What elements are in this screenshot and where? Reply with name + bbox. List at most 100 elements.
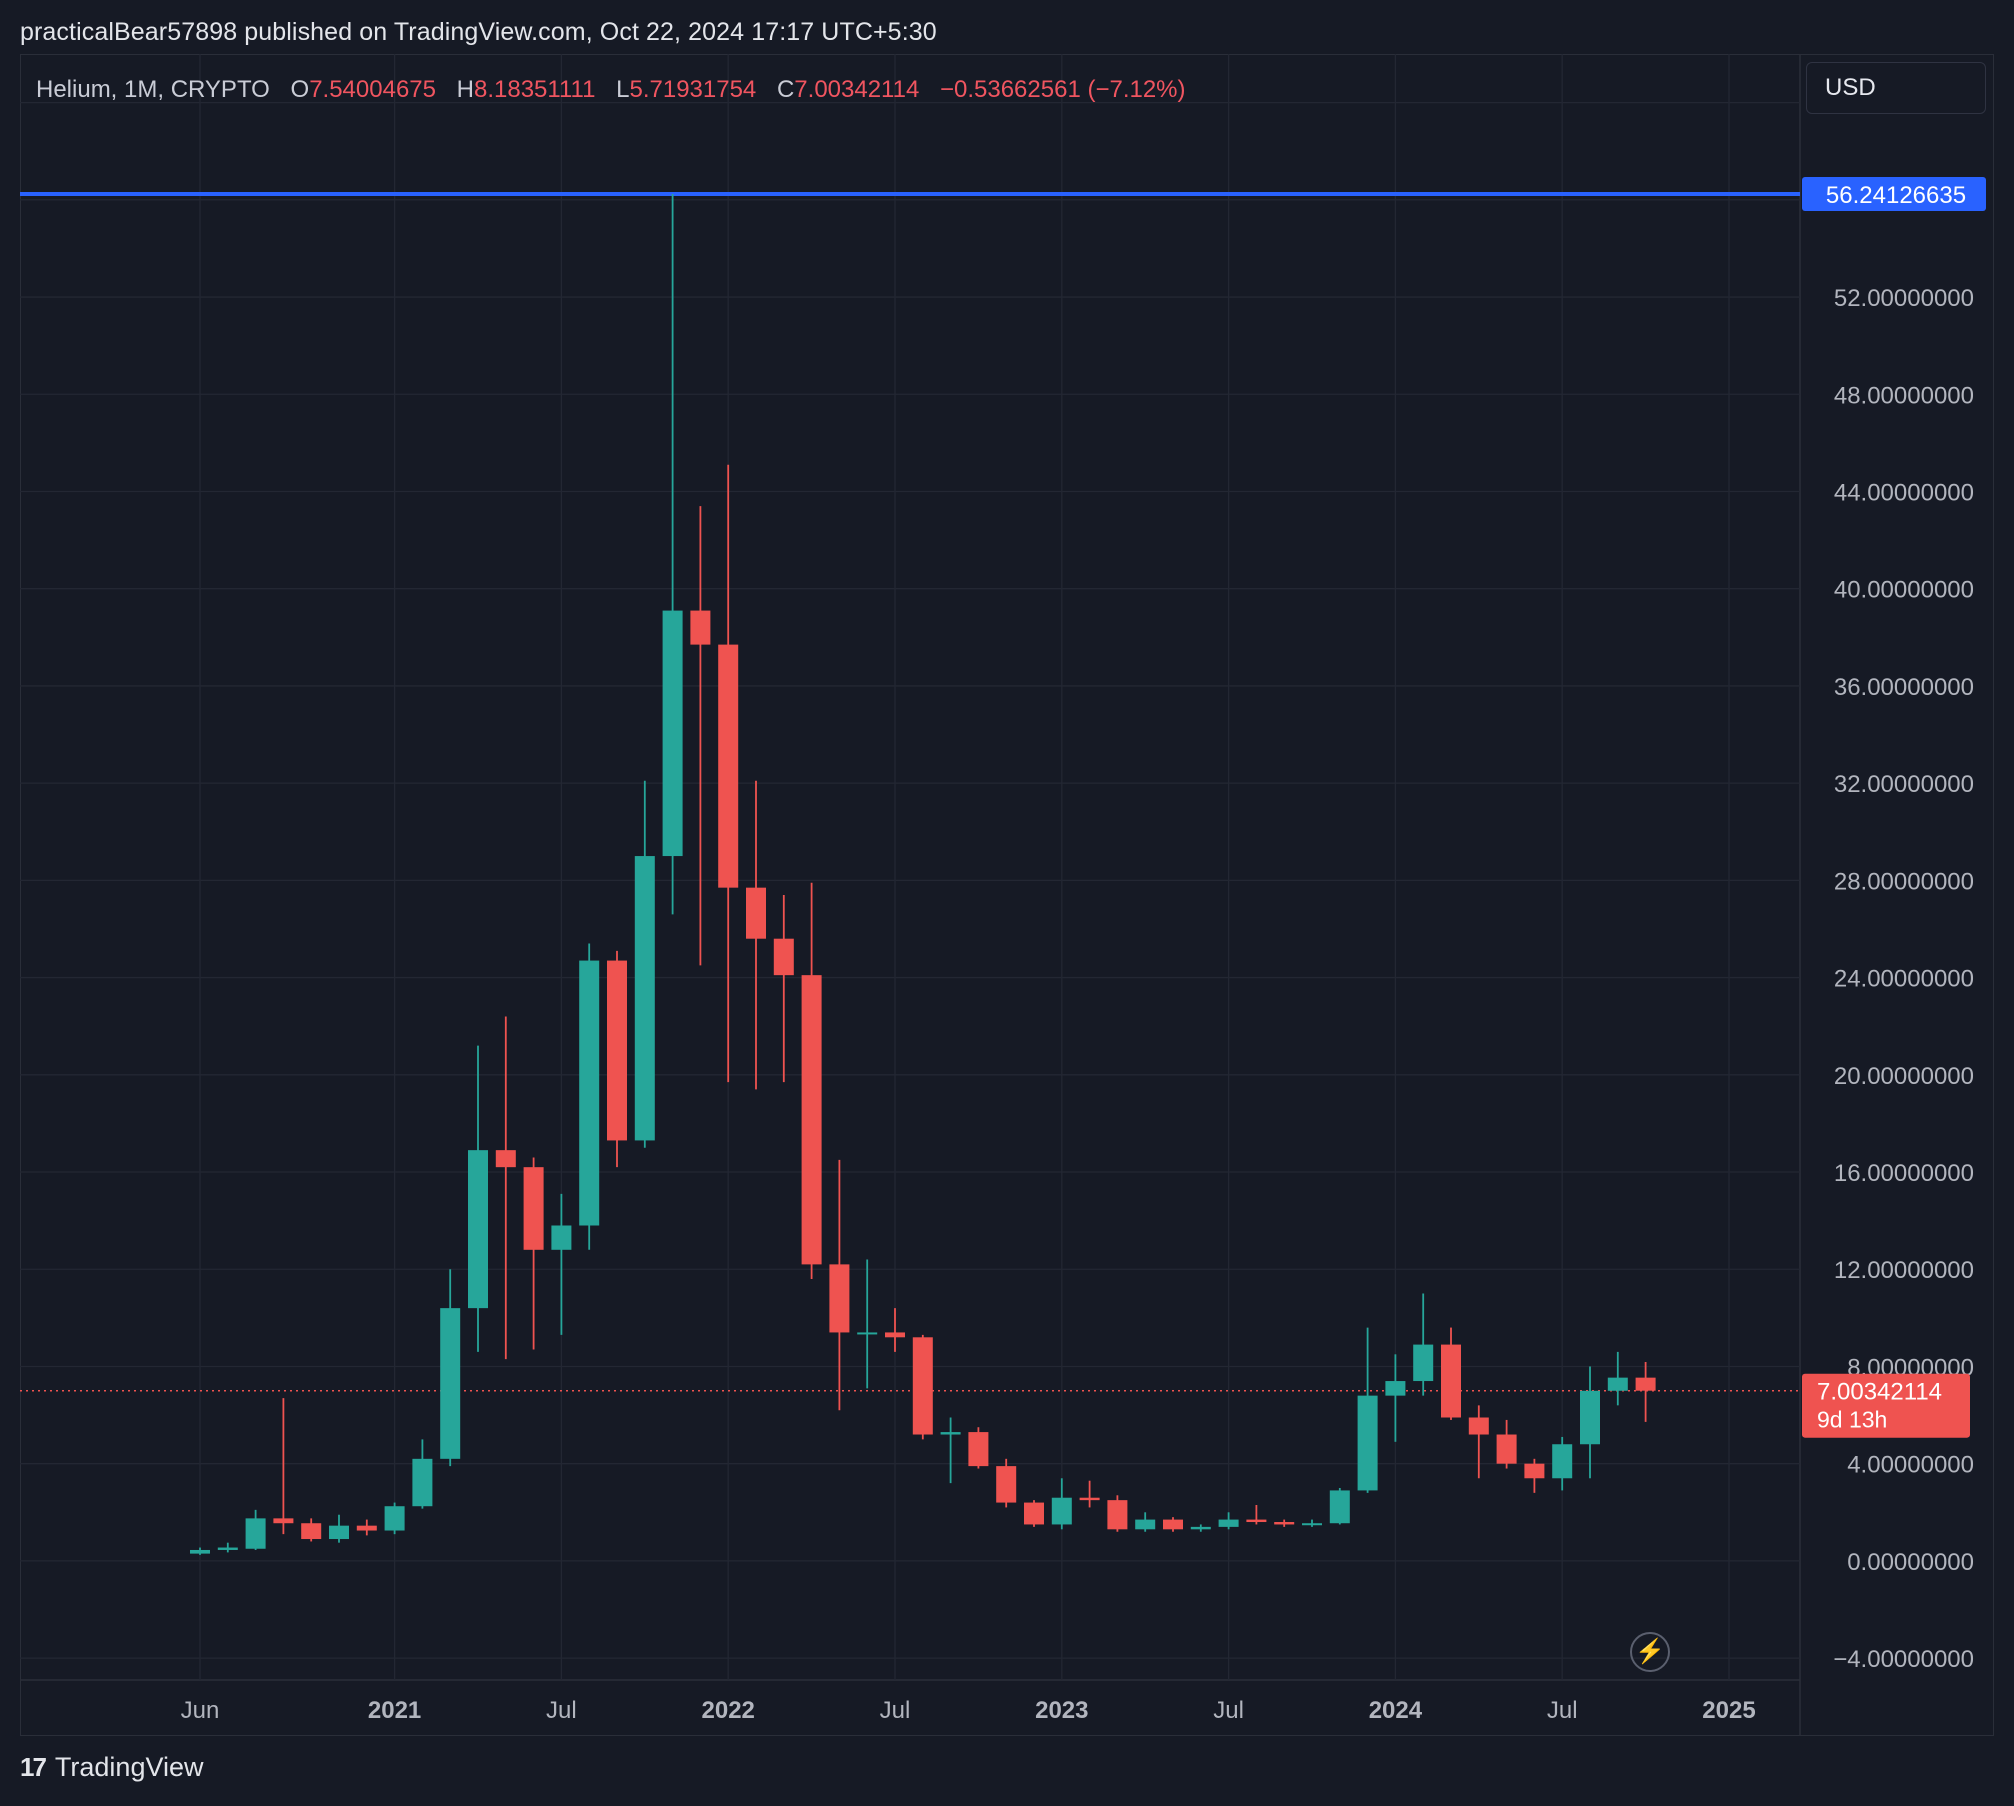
candle-body [190, 1549, 210, 1554]
price-tick-label: 4.00000000 [1847, 1452, 1974, 1479]
time-tick-label: Jul [1213, 1697, 1244, 1724]
candle-body [1135, 1519, 1156, 1530]
legend-high-label: H [456, 76, 474, 103]
price-tick-label: 48.00000000 [1834, 382, 1974, 409]
legend-open-label: O [290, 76, 310, 103]
candle-body [301, 1523, 322, 1540]
candle-body [912, 1337, 933, 1435]
legend-change: −0.53662561 (−7.12%) [939, 76, 1186, 103]
candle-body [773, 938, 794, 976]
time-tick-label: Jul [546, 1697, 577, 1724]
candle-body [690, 610, 711, 645]
candle-body [495, 1150, 516, 1168]
candle-body [1302, 1523, 1322, 1526]
candle-body [579, 960, 600, 1226]
candle-body [1524, 1463, 1545, 1479]
tradingview-footer[interactable]: 17 TradingView [20, 1752, 204, 1783]
ohlc-legend: Helium, 1M, CRYPTO O7.54004675 H8.183511… [36, 76, 1186, 104]
candle-body [1246, 1519, 1267, 1523]
price-tick-label: 0.00000000 [1847, 1549, 1974, 1576]
time-tick-label: 2025 [1702, 1697, 1755, 1724]
candle-body [1079, 1497, 1100, 1501]
price-tick-label: −4.00000000 [1833, 1646, 1974, 1673]
tradingview-logo-icon: 17 [20, 1752, 47, 1782]
legend-low-label: L [616, 76, 630, 103]
last-price-tag [1802, 1373, 1970, 1438]
time-tick-label: Jul [880, 1697, 911, 1724]
time-axis: Jun 2021 Jul 2022 Jul 2023 Jul 2024 Jul 2025 [181, 1697, 1756, 1724]
candle-body [412, 1458, 433, 1507]
legend-low: 5.71931754 [629, 76, 757, 103]
candle-body [1607, 1377, 1628, 1391]
candle-body [996, 1466, 1017, 1503]
chart-frame [20, 54, 1994, 1736]
candle-body [1385, 1381, 1406, 1396]
candle-body [940, 1432, 961, 1435]
candle-body [1635, 1377, 1656, 1391]
candle-body [1024, 1502, 1044, 1525]
candle-body [245, 1518, 266, 1549]
candle-body [607, 960, 627, 1141]
candle-body [1468, 1417, 1489, 1435]
price-tick-label: 12.00000000 [1834, 1257, 1974, 1284]
time-tick-label: 2022 [702, 1697, 755, 1724]
candle-body [523, 1167, 544, 1250]
candle-body [885, 1332, 905, 1338]
candle-body [968, 1432, 989, 1467]
candle-body [1274, 1522, 1295, 1525]
time-tick-label: 2024 [1369, 1697, 1423, 1724]
candle-body [1329, 1490, 1350, 1524]
legend-close-label: C [776, 76, 795, 103]
price-tick-label: 28.00000000 [1834, 868, 1974, 895]
price-tick-label: 32.00000000 [1834, 771, 1974, 798]
candle-body [1496, 1434, 1517, 1464]
lightning-icon[interactable]: ⚡ [1630, 1632, 1670, 1672]
price-tick-label: 20.00000000 [1834, 1063, 1974, 1090]
countdown-label: 9d 13h [1817, 1407, 1887, 1433]
brand-name: TradingView [54, 1752, 204, 1782]
candle-body [1051, 1497, 1072, 1525]
candle-body [662, 610, 683, 857]
hline-price-tag [1802, 176, 1986, 211]
legend-close: 7.00342114 [794, 76, 920, 103]
candle-body [273, 1518, 294, 1524]
legend-symbol: Helium, 1M, CRYPTO [36, 76, 270, 103]
candle-body [356, 1525, 377, 1531]
hline-price-label: 56.24126635 [1826, 182, 1966, 209]
candle-body [857, 1332, 878, 1335]
candle-body [1580, 1390, 1600, 1445]
candle-body [1107, 1500, 1128, 1530]
price-axis: −4.000000000.000000004.000000008.0000000… [1802, 91, 1986, 1673]
price-tick-label: 36.00000000 [1834, 674, 1974, 701]
candle-body [1190, 1526, 1211, 1530]
candle-body [746, 887, 766, 939]
candle-body [1218, 1519, 1239, 1527]
candle-body [1163, 1519, 1183, 1530]
time-tick-label: Jul [1547, 1697, 1578, 1724]
time-tick-label: 2021 [368, 1697, 421, 1724]
legend-high: 8.18351111 [474, 76, 596, 103]
published-info: practicalBear57898 published on TradingV… [20, 18, 937, 46]
legend-open: 7.54004675 [309, 76, 436, 103]
candle-body [801, 975, 822, 1265]
candle-body [551, 1225, 572, 1250]
price-tick-label: 52.00000000 [1834, 285, 1974, 312]
last-price-label: 7.00342114 [1817, 1379, 1942, 1406]
candle-body [217, 1547, 238, 1550]
grid [20, 54, 1801, 1736]
candle-body [634, 856, 655, 1141]
candle-body [1441, 1344, 1461, 1418]
time-tick-label: 2023 [1035, 1697, 1088, 1724]
candle-body [1413, 1344, 1434, 1382]
price-tick-label: 24.00000000 [1834, 966, 1974, 993]
candle-body [329, 1525, 349, 1540]
price-tick-label: 44.00000000 [1834, 479, 1974, 506]
time-tick-label: Jun [181, 1697, 220, 1724]
candle-body [384, 1506, 405, 1531]
candle-body [1552, 1444, 1573, 1479]
candle-body [829, 1264, 850, 1333]
candle-body [718, 644, 739, 888]
candle-body [468, 1150, 488, 1309]
currency-button[interactable]: USD [1806, 62, 1986, 114]
